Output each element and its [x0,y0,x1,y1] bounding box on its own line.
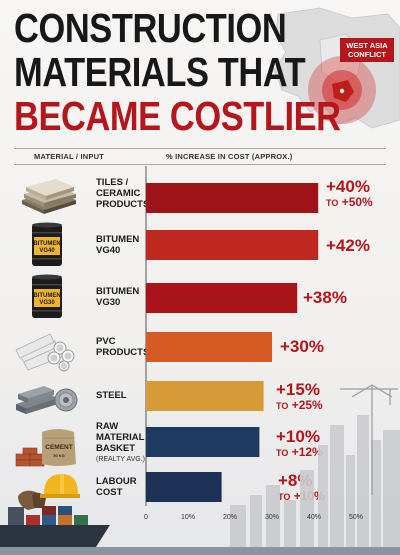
bitumen-drum-vg40-icon: BITUMEN VG40 [32,222,62,266]
row-label-text: LABOUR COST [96,476,137,498]
title-line-2: MATERIALS THAT [14,49,306,95]
cement-bricks-icon: CEMENT 50 KG [15,429,76,467]
cargo-ship-icon [0,506,400,555]
header-divider-top [14,148,386,149]
value-second: +25% [291,398,323,412]
value-range: TO +50% [326,196,373,208]
x-tick-label: 0 [144,514,148,521]
row-label-bitumen-vg40: BITUMEN VG40 [96,224,160,266]
cement-bag-label: CEMENT [45,444,72,451]
value-label-raw-material: +10% TO +12% [276,428,323,458]
drum-label-line-2: VG40 [39,248,55,254]
value-second: +12% [291,445,323,459]
bar-3 [146,283,298,313]
bar-2 [146,230,319,260]
row-label-text: TILES / CERAMIC PRODUCTS [96,176,150,210]
value-main: +40% [326,177,370,196]
drum-label-line-2: VG30 [39,300,55,306]
value-main: +42% [326,236,370,255]
bar-6 [146,427,260,457]
value-label-bitumen-vg30: +38% [303,289,347,306]
pvc-pipes-icon [15,333,75,372]
map-conflict-label: WEST ASIA CONFLICT [340,38,394,62]
bar-7 [146,472,222,502]
bar-4 [146,332,272,362]
value-second: +50% [341,195,373,209]
x-tick-label: 20% [223,514,237,521]
tiles-stack-icon [22,179,76,214]
value-range: TO +12% [276,446,323,458]
value-label-pvc: +30% [280,338,324,355]
cement-bag-weight: 50 KG [53,453,65,458]
bar-1 [146,183,319,213]
row-label-labour: LABOUR COST [96,468,160,506]
skyline-background [0,384,400,555]
drum-label-line-1: BITUMEN [33,241,60,247]
value-to: TO [276,448,289,458]
row-label-text: BITUMEN VG40 [96,234,140,256]
drum-label-line-1: BITUMEN [33,293,60,299]
x-tick-label: 30% [265,514,279,521]
row-label-text: STEEL [96,389,127,401]
row-label-bitumen-vg30: BITUMEN VG30 [96,276,160,318]
title-line-1: CONSTRUCTION [14,5,287,51]
value-main: +38% [303,288,347,307]
header-divider-bottom [14,164,386,165]
hardhat-gloves-icon [18,474,80,510]
value-main: +10% [276,427,320,446]
value-label-steel: +15% TO +25% [276,381,323,411]
title-line-3: BECAME COSTLIER [14,93,341,139]
value-range: TO +25% [276,399,323,411]
row-label-pvc: PVC PRODUCTS [96,326,160,368]
x-tick-label: 10% [181,514,195,521]
row-label-steel: STEEL [96,376,160,414]
percent-column-header: % INCREASE IN COST (APPROX.) [166,152,293,161]
material-column-header: MATERIAL / INPUT [34,152,105,161]
value-main: +15% [276,380,320,399]
value-main: +30% [280,337,324,356]
row-label-text: PVC PRODUCTS [96,336,150,358]
value-label-tiles: +40% TO +50% [326,178,373,208]
x-tick-label: 40% [307,514,321,521]
row-label-tiles: TILES / CERAMIC PRODUCTS [96,172,160,214]
value-label-bitumen-vg40: +42% [326,237,370,254]
value-to: TO [278,492,291,502]
bar-5 [146,381,264,411]
steel-beams-icon [16,386,78,414]
row-label-text: RAW MATERIAL BASKET [96,421,145,454]
value-to: TO [326,198,339,208]
bitumen-drum-vg30-icon: BITUMEN VG30 [32,274,62,318]
row-label-raw-material: RAW MATERIAL BASKET (REALTY AVG.) [96,420,160,466]
row-label-subtext: (REALTY AVG.) [96,456,146,463]
row-label-text: BITUMEN VG30 [96,286,140,308]
page-title: CONSTRUCTION MATERIALS THAT BECAME COSTL… [14,6,344,138]
x-tick-label: 50% [349,514,363,521]
value-to: TO [276,401,289,411]
